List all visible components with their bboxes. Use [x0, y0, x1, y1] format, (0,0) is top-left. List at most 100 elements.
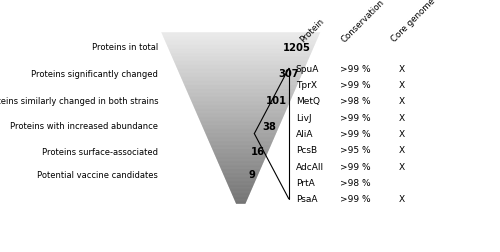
Polygon shape — [196, 114, 285, 115]
Polygon shape — [184, 84, 298, 85]
Polygon shape — [208, 140, 274, 141]
Polygon shape — [207, 137, 274, 138]
Polygon shape — [162, 35, 320, 36]
Text: 16: 16 — [251, 146, 265, 156]
Polygon shape — [195, 110, 286, 111]
Polygon shape — [200, 123, 281, 124]
Polygon shape — [176, 68, 305, 69]
Text: MetQ: MetQ — [296, 97, 320, 106]
Polygon shape — [172, 57, 310, 58]
Polygon shape — [230, 191, 251, 192]
Text: >99 %: >99 % — [340, 130, 370, 139]
Polygon shape — [209, 142, 272, 143]
Polygon shape — [190, 98, 292, 99]
Polygon shape — [196, 112, 286, 113]
Polygon shape — [172, 58, 309, 59]
Polygon shape — [179, 73, 302, 74]
Polygon shape — [204, 129, 278, 130]
Polygon shape — [178, 71, 304, 72]
Polygon shape — [165, 41, 316, 42]
Polygon shape — [226, 182, 255, 183]
Polygon shape — [201, 124, 280, 125]
Polygon shape — [208, 141, 273, 142]
Text: SpuA: SpuA — [296, 65, 319, 74]
Text: >99 %: >99 % — [340, 162, 370, 171]
Polygon shape — [174, 63, 307, 64]
Polygon shape — [180, 75, 302, 76]
Polygon shape — [222, 171, 260, 172]
Polygon shape — [182, 79, 300, 80]
Polygon shape — [231, 192, 250, 193]
Polygon shape — [164, 39, 318, 40]
Polygon shape — [215, 156, 266, 157]
Polygon shape — [162, 33, 320, 34]
Text: Protein: Protein — [298, 16, 326, 44]
Polygon shape — [206, 136, 275, 137]
Polygon shape — [170, 53, 312, 54]
Polygon shape — [208, 138, 274, 139]
Polygon shape — [230, 189, 252, 190]
Polygon shape — [234, 200, 247, 201]
Polygon shape — [233, 197, 248, 198]
Text: X: X — [398, 162, 404, 171]
Polygon shape — [214, 152, 268, 153]
Polygon shape — [182, 80, 300, 81]
Polygon shape — [192, 102, 290, 103]
Polygon shape — [232, 194, 250, 195]
Polygon shape — [228, 184, 254, 185]
Polygon shape — [200, 122, 281, 123]
Polygon shape — [218, 162, 264, 163]
Polygon shape — [226, 180, 256, 181]
Polygon shape — [197, 115, 284, 116]
Polygon shape — [194, 107, 288, 108]
Polygon shape — [184, 85, 298, 86]
Polygon shape — [163, 37, 318, 38]
Polygon shape — [232, 193, 250, 194]
Polygon shape — [215, 155, 266, 156]
Polygon shape — [208, 139, 274, 140]
Text: Potential vaccine candidates: Potential vaccine candidates — [38, 170, 158, 179]
Polygon shape — [222, 173, 259, 174]
Text: TprX: TprX — [296, 81, 317, 90]
Polygon shape — [193, 105, 288, 106]
Text: Core genome: Core genome — [390, 0, 438, 44]
Polygon shape — [224, 175, 258, 176]
Polygon shape — [220, 168, 261, 169]
Polygon shape — [168, 48, 314, 49]
Polygon shape — [174, 61, 308, 62]
Polygon shape — [169, 50, 312, 51]
Text: 9: 9 — [248, 170, 255, 180]
Polygon shape — [225, 178, 256, 179]
Polygon shape — [186, 91, 295, 92]
Polygon shape — [214, 153, 268, 154]
Text: AliA: AliA — [296, 130, 314, 139]
Polygon shape — [200, 121, 281, 122]
Polygon shape — [162, 34, 320, 35]
Polygon shape — [211, 147, 270, 148]
Polygon shape — [174, 60, 308, 61]
Polygon shape — [234, 199, 247, 200]
Polygon shape — [212, 149, 270, 150]
Polygon shape — [198, 118, 283, 119]
Polygon shape — [216, 159, 265, 160]
Polygon shape — [211, 146, 270, 147]
Polygon shape — [184, 83, 298, 84]
Polygon shape — [228, 186, 253, 187]
Polygon shape — [206, 134, 276, 135]
Polygon shape — [170, 52, 312, 53]
Polygon shape — [191, 101, 290, 102]
Polygon shape — [175, 64, 306, 65]
Polygon shape — [204, 130, 278, 131]
Text: Proteins similarly changed in both strains: Proteins similarly changed in both strai… — [0, 97, 158, 106]
Polygon shape — [180, 74, 302, 75]
Polygon shape — [186, 90, 296, 91]
Polygon shape — [190, 99, 292, 100]
Text: X: X — [398, 130, 404, 139]
Polygon shape — [224, 176, 258, 177]
Polygon shape — [218, 163, 264, 164]
Polygon shape — [162, 36, 319, 37]
Polygon shape — [192, 103, 290, 104]
Polygon shape — [227, 183, 254, 184]
Polygon shape — [186, 88, 296, 89]
Text: >98 %: >98 % — [340, 178, 370, 187]
